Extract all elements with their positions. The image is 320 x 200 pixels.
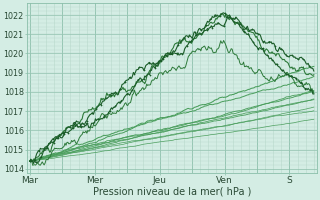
X-axis label: Pression niveau de la mer( hPa ): Pression niveau de la mer( hPa ) [93,187,251,197]
